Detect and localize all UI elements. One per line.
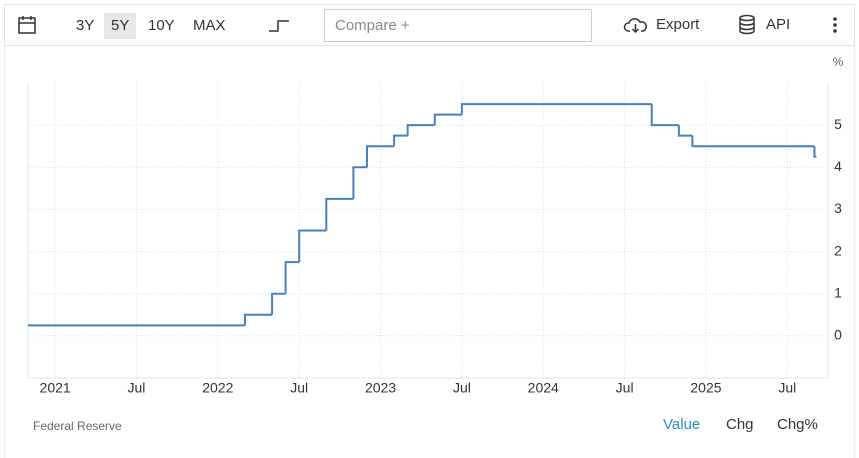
api-icon[interactable]	[737, 14, 757, 36]
range-button[interactable]: MAX	[193, 17, 226, 34]
step-segment	[352, 166, 367, 199]
x-tick-label: Jul	[778, 380, 796, 396]
step-segment	[271, 292, 286, 315]
mode-button[interactable]: Chg%	[777, 416, 818, 433]
step-segment	[433, 113, 462, 126]
mode-button[interactable]: Chg	[726, 416, 754, 433]
y-tick-label: 1	[834, 284, 842, 300]
y-tick-label: 5	[834, 116, 842, 132]
mode-button[interactable]: Value	[663, 416, 701, 433]
step-segment	[298, 229, 327, 263]
menu-icon[interactable]	[831, 15, 839, 35]
step-segment	[650, 104, 679, 127]
x-tick-label: 2024	[528, 380, 559, 396]
x-tick-label: Jul	[128, 380, 146, 396]
step-segment	[393, 134, 408, 147]
y-tick-label: 0	[834, 327, 842, 343]
x-tick-label: Jul	[616, 380, 634, 396]
x-tick-label: 2022	[202, 380, 233, 396]
export-icon[interactable]	[623, 15, 649, 35]
compare-input[interactable]: Compare +	[324, 9, 592, 42]
step-segment	[243, 313, 273, 326]
x-tick-label: Jul	[453, 380, 471, 396]
source: Federal Reserve	[33, 419, 122, 433]
range-button[interactable]: 10Y	[148, 17, 175, 34]
step-segment	[284, 261, 300, 294]
calendar-icon[interactable]	[17, 15, 37, 35]
x-tick-label: Jul	[290, 380, 308, 396]
step-segment	[406, 124, 435, 136]
step-segment	[365, 145, 395, 168]
step-segment	[691, 135, 815, 148]
toolbar: 3Y 5Y 10Y MAX Compare + Export API	[4, 4, 855, 46]
y-unit: %	[833, 55, 844, 69]
step-segment	[460, 103, 652, 115]
range-button[interactable]: 3Y	[76, 17, 95, 34]
x-tick-label: 2023	[365, 380, 396, 396]
x-tick-label: 2025	[690, 380, 721, 396]
y-tick-label: 4	[834, 158, 842, 174]
step-segment	[813, 146, 817, 158]
x-tick-label: 2021	[40, 380, 71, 396]
chart: % 0 1 2 3 4 5 2021 Jul 2022 Jul 2023 Jul 2024 Jul 2025…	[27, 55, 844, 396]
chart-frame	[4, 46, 855, 458]
y-tick-label: 2	[834, 242, 842, 258]
chart-type-icon[interactable]	[267, 15, 293, 35]
step-segment	[325, 197, 354, 231]
api-button[interactable]: API	[766, 16, 791, 33]
range-button[interactable]: 5Y	[104, 13, 137, 39]
step-segment	[677, 125, 693, 137]
export-button[interactable]: Export	[656, 16, 700, 33]
y-tick-label: 3	[834, 200, 842, 216]
